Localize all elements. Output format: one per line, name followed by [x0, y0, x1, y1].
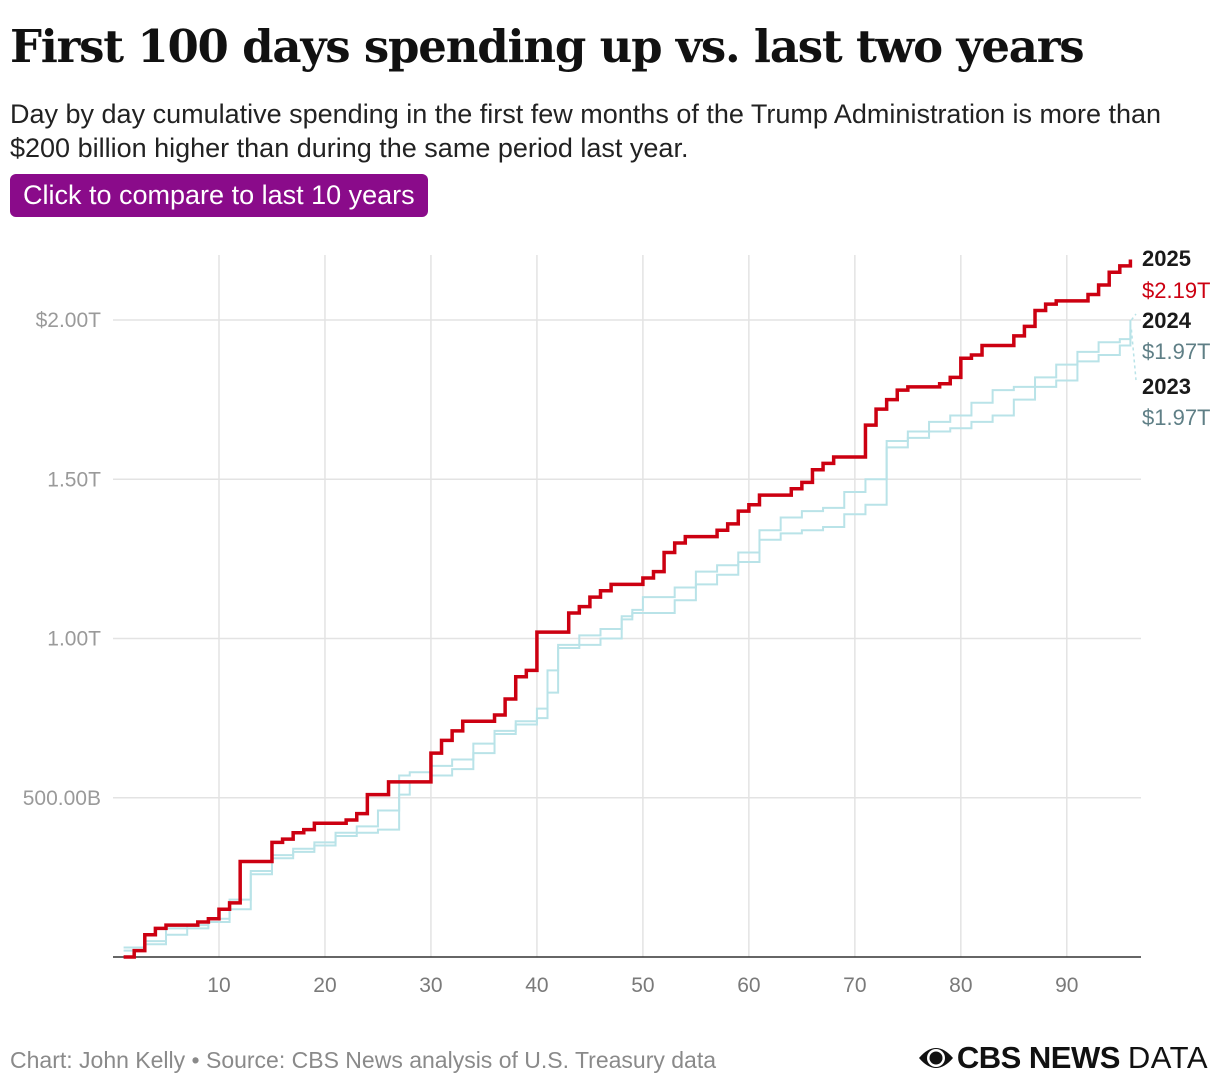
y-tick-label: $2.00T: [36, 309, 102, 332]
end-label-connector-2023: [1130, 329, 1137, 381]
cbs-eye-icon: [918, 1048, 953, 1068]
x-tick-label-90: 90: [1055, 974, 1078, 997]
x-tick-label-20: 20: [313, 974, 336, 997]
x-tick-label-50: 50: [631, 974, 654, 997]
series-line-2025: [123, 259, 1133, 959]
grid-layer: [113, 255, 1141, 957]
source-credit: Chart: John Kelly • Source: CBS News ana…: [10, 1047, 717, 1073]
brand-bold: CBS NEWS: [956, 1040, 1121, 1075]
series-name-label-2024: 2024: [1142, 308, 1192, 333]
x-tick-label-30: 30: [419, 974, 442, 997]
series-name-label-2025: 2025: [1142, 246, 1191, 271]
end-label-layer: 2023 $1.97T 2024 $1.97T 2025 $2.19T: [1130, 246, 1211, 430]
series-value-label-2023: $1.97T: [1142, 405, 1211, 430]
axis-layer: 10 20 30 40 50 60 70 80 90 500.00B 1.00T 1.50T $2.00…: [23, 309, 1141, 997]
end-label-connector-2024: [1130, 313, 1137, 321]
cbs-news-data-logo: CBS NEWS DATA: [918, 1038, 1208, 1078]
x-tick-label-10: 10: [207, 974, 230, 997]
compare-last-10-years-button[interactable]: Click to compare to last 10 years: [10, 174, 428, 217]
series-name-label-2023: 2023: [1142, 374, 1191, 399]
series-value-label-2025: $2.19T: [1142, 278, 1211, 303]
y-tick-label: 1.50T: [47, 468, 101, 491]
x-tick-label-70: 70: [843, 974, 866, 997]
x-tick-label-80: 80: [949, 974, 972, 997]
y-tick-label: 1.00T: [47, 628, 101, 651]
series-line-2024: [123, 320, 1132, 949]
series-value-label-2024: $1.97T: [1142, 339, 1211, 364]
series-line-2023: [123, 329, 1132, 952]
x-tick-label-40: 40: [525, 974, 548, 997]
x-tick-label-60: 60: [737, 974, 760, 997]
chart-title: First 100 days spending up vs. last two …: [10, 20, 1085, 73]
series-layer: [123, 259, 1133, 959]
y-tick-label: 500.00B: [23, 787, 101, 810]
chart-subtitle: Day by day cumulative spending in the fi…: [10, 99, 1162, 163]
brand-light: DATA: [1127, 1040, 1208, 1075]
